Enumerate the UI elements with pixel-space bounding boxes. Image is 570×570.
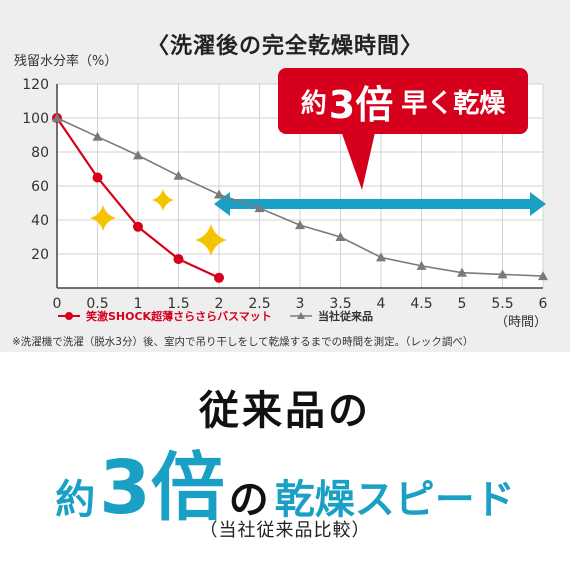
data-point-conventional [538,271,548,281]
y-axis-label: 残留水分率（%） [14,54,118,69]
x-tick-label: 2 [215,296,224,312]
legend-marker-conventional [297,312,305,319]
data-point-conventional [497,269,508,279]
x-tick-label: 3 [296,296,305,312]
footnote: ※洗濯機で洗濯（脱水3分）後、室内で吊り干しをして乾燥するまでの時間を測定。（レ… [12,336,474,348]
data-point-conventional [376,252,386,262]
x-tick-label: 1.5 [167,296,189,312]
legend-label-conventional: 当社従来品 [318,309,373,323]
chart-title: 〈洗濯後の完全乾燥時間〉 [146,34,423,59]
speed-line: 約3倍の乾燥スピード [0,428,570,535]
data-point-conventional [457,267,467,277]
x-tick-label: 0 [53,296,62,312]
callout-suffix: 早く乾燥 [401,88,506,119]
x-tick-label: 4 [377,296,386,312]
speed-number: 3倍 [99,445,225,531]
sparkle-icon [90,205,116,231]
x-tick-label: 2.5 [248,296,270,312]
speed-callout-badge: 約 3倍 早く乾燥 [278,68,528,134]
legend-marker-product [65,312,73,320]
speed-suffix: 乾燥スピード [274,477,515,523]
x-tick-label: 5 [458,296,467,312]
double-arrow [214,192,546,216]
x-tick-label: 1 [134,296,143,312]
data-point-conventional [254,203,265,213]
speed-prefix: 約 [55,477,96,523]
data-point-conventional [295,220,305,230]
data-point-conventional [173,170,184,180]
y-tick-label: 100 [22,111,49,127]
x-tick-label: 3.5 [329,296,351,312]
callout-number: 3倍 [328,82,394,127]
data-point-conventional [52,113,62,122]
comparison-note: （当社従来品比較） [199,520,371,541]
data-point-conventional [335,232,346,241]
y-tick-label: 80 [31,145,49,161]
x-axis-label: （時間） [495,315,547,330]
sparkle-icon [152,189,174,211]
x-tick-label: 4.5 [410,296,432,312]
x-tick-label: 5.5 [491,296,513,312]
data-point-product [133,221,143,232]
y-tick-label: 20 [31,247,49,263]
chart-panel: 20 40 60 80 100 120 0 0.5 1 1.5 2 2.5 3 3.5 4 4.5 5 5.5 6 （… [0,0,570,352]
speed-particle: の [228,477,269,523]
x-tick-label: 6 [539,296,548,312]
sparkle-icon [195,224,227,256]
callout-tail [340,128,376,190]
data-point-conventional [133,150,143,160]
y-tick-label: 120 [22,77,49,93]
y-tick-label: 60 [31,179,49,195]
headline: 従来品の [199,388,371,434]
data-point-conventional [416,260,427,270]
data-point-conventional [214,189,224,199]
callout-prefix: 約 [300,88,327,119]
y-tick-label: 40 [31,213,49,229]
x-tick-label: 0.5 [86,296,108,312]
data-point-conventional [92,131,103,141]
legend-label-product: 笑激SHOCK超薄さらさらバスマット [86,309,272,323]
data-point-product [92,172,103,183]
data-point-product [173,254,184,265]
data-point-product [214,272,224,283]
